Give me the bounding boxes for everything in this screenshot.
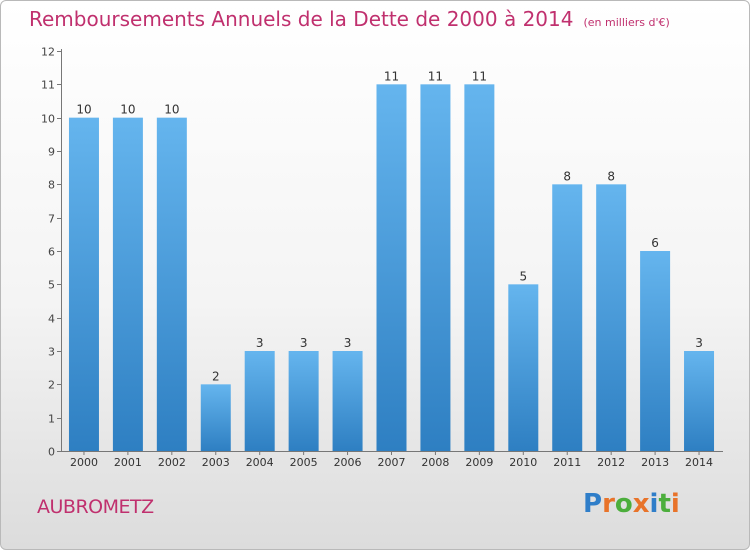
bar-2010 xyxy=(508,284,539,451)
proxiti-logo[interactable]: Proxiti xyxy=(583,489,680,519)
bar-2009 xyxy=(464,84,495,451)
data-label-2002: 10 xyxy=(164,103,179,117)
bar-2001 xyxy=(112,117,143,452)
y-tick-label-11: 11 xyxy=(41,79,55,92)
bar-2000 xyxy=(68,117,99,452)
x-tick-label-2005: 2005 xyxy=(290,456,318,469)
bar-2006 xyxy=(332,351,363,451)
logo-letter: r xyxy=(602,489,615,519)
x-tick-label-2007: 2007 xyxy=(378,456,406,469)
bar-2007 xyxy=(376,84,407,451)
data-label-2008: 11 xyxy=(428,69,443,83)
x-tick-label-2008: 2008 xyxy=(421,456,449,469)
logo-letter: t xyxy=(658,489,671,519)
data-label-2000: 10 xyxy=(76,103,91,117)
y-tick-label-5: 5 xyxy=(48,279,55,292)
data-label-2007: 11 xyxy=(384,69,399,83)
y-tick-label-0: 0 xyxy=(48,446,55,459)
x-tick-label-2003: 2003 xyxy=(202,456,230,469)
data-label-2004: 3 xyxy=(256,336,264,350)
x-tick-label-2013: 2013 xyxy=(641,456,669,469)
data-label-2001: 10 xyxy=(120,103,135,117)
data-label-2010: 5 xyxy=(519,269,527,283)
data-label-2011: 8 xyxy=(563,169,571,183)
x-tick-label-2004: 2004 xyxy=(246,456,274,469)
chart-title: Remboursements Annuels de la Dette de 20… xyxy=(29,7,574,31)
commune-name: AUBROMETZ xyxy=(37,496,154,518)
logo-letter: P xyxy=(583,489,603,519)
y-tick-label-12: 12 xyxy=(41,46,55,59)
x-tick-label-2009: 2009 xyxy=(465,456,493,469)
x-tick-label-2006: 2006 xyxy=(334,456,362,469)
data-label-2009: 11 xyxy=(472,69,487,83)
y-tick-label-7: 7 xyxy=(48,213,55,226)
y-tick-label-3: 3 xyxy=(48,346,55,359)
logo-letter: i xyxy=(670,489,680,519)
chart-unit: (en milliers d'€) xyxy=(583,16,670,29)
bar-2005 xyxy=(288,351,319,451)
y-tick-label-4: 4 xyxy=(48,313,55,326)
y-tick-label-10: 10 xyxy=(41,113,55,126)
bar-2002 xyxy=(156,117,187,452)
y-tick-label-9: 9 xyxy=(48,146,55,159)
y-tick-label-2: 2 xyxy=(48,379,55,392)
data-label-2012: 8 xyxy=(607,169,615,183)
data-label-2014: 3 xyxy=(695,336,703,350)
data-label-2005: 3 xyxy=(300,336,308,350)
y-tick-label-6: 6 xyxy=(48,246,55,259)
logo-letter: x xyxy=(632,489,650,519)
bar-2003 xyxy=(200,384,231,451)
x-tick-label-2010: 2010 xyxy=(509,456,537,469)
logo-letter: o xyxy=(614,489,633,519)
bar-2014 xyxy=(684,351,715,451)
x-tick-label-2011: 2011 xyxy=(553,456,581,469)
bar-2013 xyxy=(640,251,671,451)
data-label-2003: 2 xyxy=(212,369,220,383)
logo-letter: i xyxy=(649,489,659,519)
chart-title-block: Remboursements Annuels de la Dette de 20… xyxy=(29,7,670,31)
y-tick-label-1: 1 xyxy=(48,413,55,426)
data-label-2013: 6 xyxy=(651,236,659,250)
x-tick-label-2002: 2002 xyxy=(158,456,186,469)
x-tick-label-2000: 2000 xyxy=(70,456,98,469)
bar-2004 xyxy=(244,351,275,451)
y-tick-label-8: 8 xyxy=(48,179,55,192)
x-tick-label-2012: 2012 xyxy=(597,456,625,469)
bar-2008 xyxy=(420,84,451,451)
bar-2011 xyxy=(552,184,583,452)
x-tick-label-2001: 2001 xyxy=(114,456,142,469)
bar-2012 xyxy=(596,184,627,452)
data-label-2006: 3 xyxy=(344,336,352,350)
x-tick-label-2014: 2014 xyxy=(685,456,713,469)
